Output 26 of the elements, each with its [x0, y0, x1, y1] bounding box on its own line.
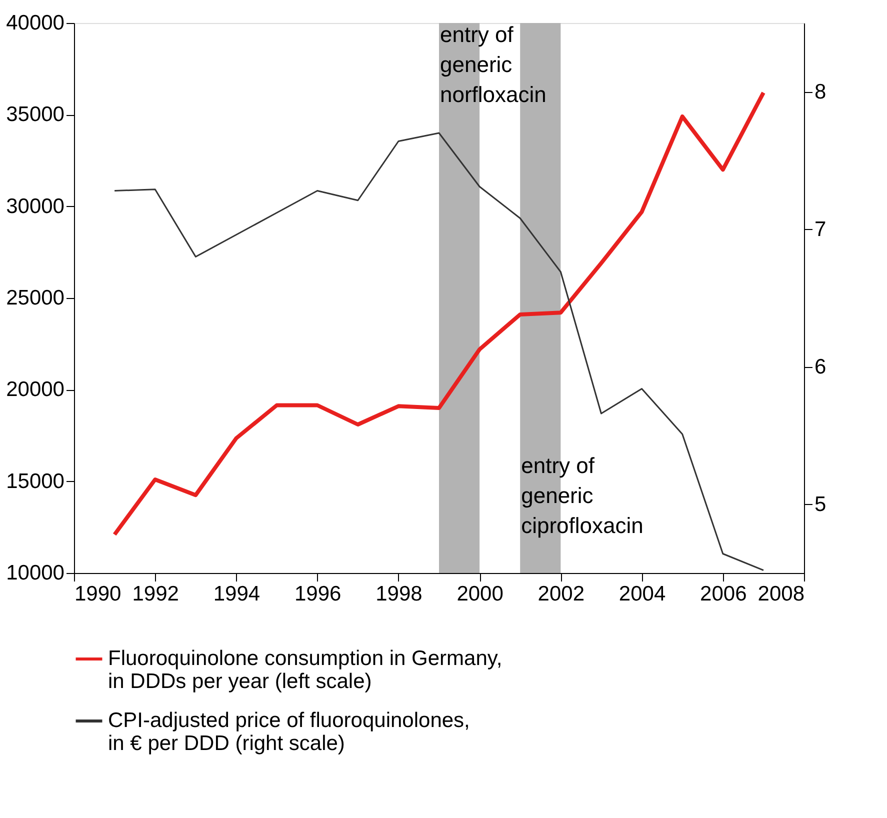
y2-tick-label: 5 — [814, 492, 826, 516]
x-tick-label: 1994 — [213, 582, 260, 606]
x-tick-label: 2008 — [758, 582, 804, 606]
y-tick-label: 15000 — [6, 470, 64, 493]
y-tick-label: 25000 — [6, 286, 64, 310]
x-tick-label: 1996 — [294, 582, 342, 606]
x-tick-label: 1992 — [132, 582, 179, 606]
annotation: entry of generic ciprofloxacin — [521, 452, 644, 538]
annotation: entry of generic norfloxacin — [440, 22, 546, 107]
legend-label: CPI-adjusted price of fluoroquinolones, in € per DDD (right scale) — [108, 709, 470, 755]
x-tick-label: 2002 — [538, 582, 585, 606]
x-tick-label: 1998 — [376, 582, 422, 606]
y-tick-label: 30000 — [6, 194, 64, 218]
y2-tick-label: 8 — [814, 80, 826, 104]
y-tick-label: 35000 — [6, 103, 64, 126]
x-tick-label: 2006 — [700, 582, 747, 606]
x-tick-label: 2000 — [456, 582, 504, 606]
y-tick-label: 40000 — [6, 12, 64, 34]
x-tick-label: 1990 — [74, 582, 122, 606]
y2-tick-label: 6 — [814, 355, 826, 378]
legend-label: Fluoroquinolone consumption in Germany, in DDDs per year (left scale) — [108, 647, 502, 693]
x-tick-label: 2004 — [618, 582, 666, 606]
y2-tick-label: 7 — [814, 218, 826, 241]
y-tick-label: 10000 — [6, 562, 64, 584]
y-tick-label: 20000 — [6, 378, 64, 402]
line-series — [114, 132, 764, 571]
